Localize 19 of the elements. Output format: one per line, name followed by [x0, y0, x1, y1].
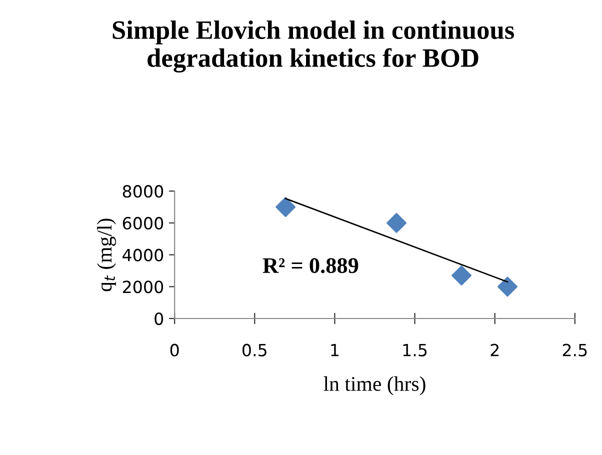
point	[276, 197, 296, 218]
y-tick-label: 0	[154, 312, 164, 326]
y-tick-label: 4000	[122, 248, 164, 262]
y-axis-title: q$_{t}$ (mg/l)	[97, 218, 116, 292]
y-tick-label: 6000	[122, 216, 164, 230]
x-tick-label: 2.5	[562, 344, 587, 356]
annotation: R² = 0.889	[262, 258, 358, 274]
chart-title: Simple Elovich model in continuous degradation kinetics for BOD	[112, 20, 514, 73]
x-tick-label: 1.5	[403, 344, 427, 356]
point	[497, 276, 518, 297]
x-tick-label: 0	[170, 344, 179, 356]
point	[452, 265, 472, 286]
x-axis-title: ln time (hrs)	[324, 376, 426, 396]
x-tick-label: 1	[331, 344, 338, 356]
x-tick-label: 0.5	[242, 344, 266, 356]
y-tick-label: 2000	[122, 280, 164, 294]
point	[386, 212, 407, 233]
y-tick-label: 8000	[122, 185, 164, 198]
x-tick-label: 2	[490, 344, 498, 356]
